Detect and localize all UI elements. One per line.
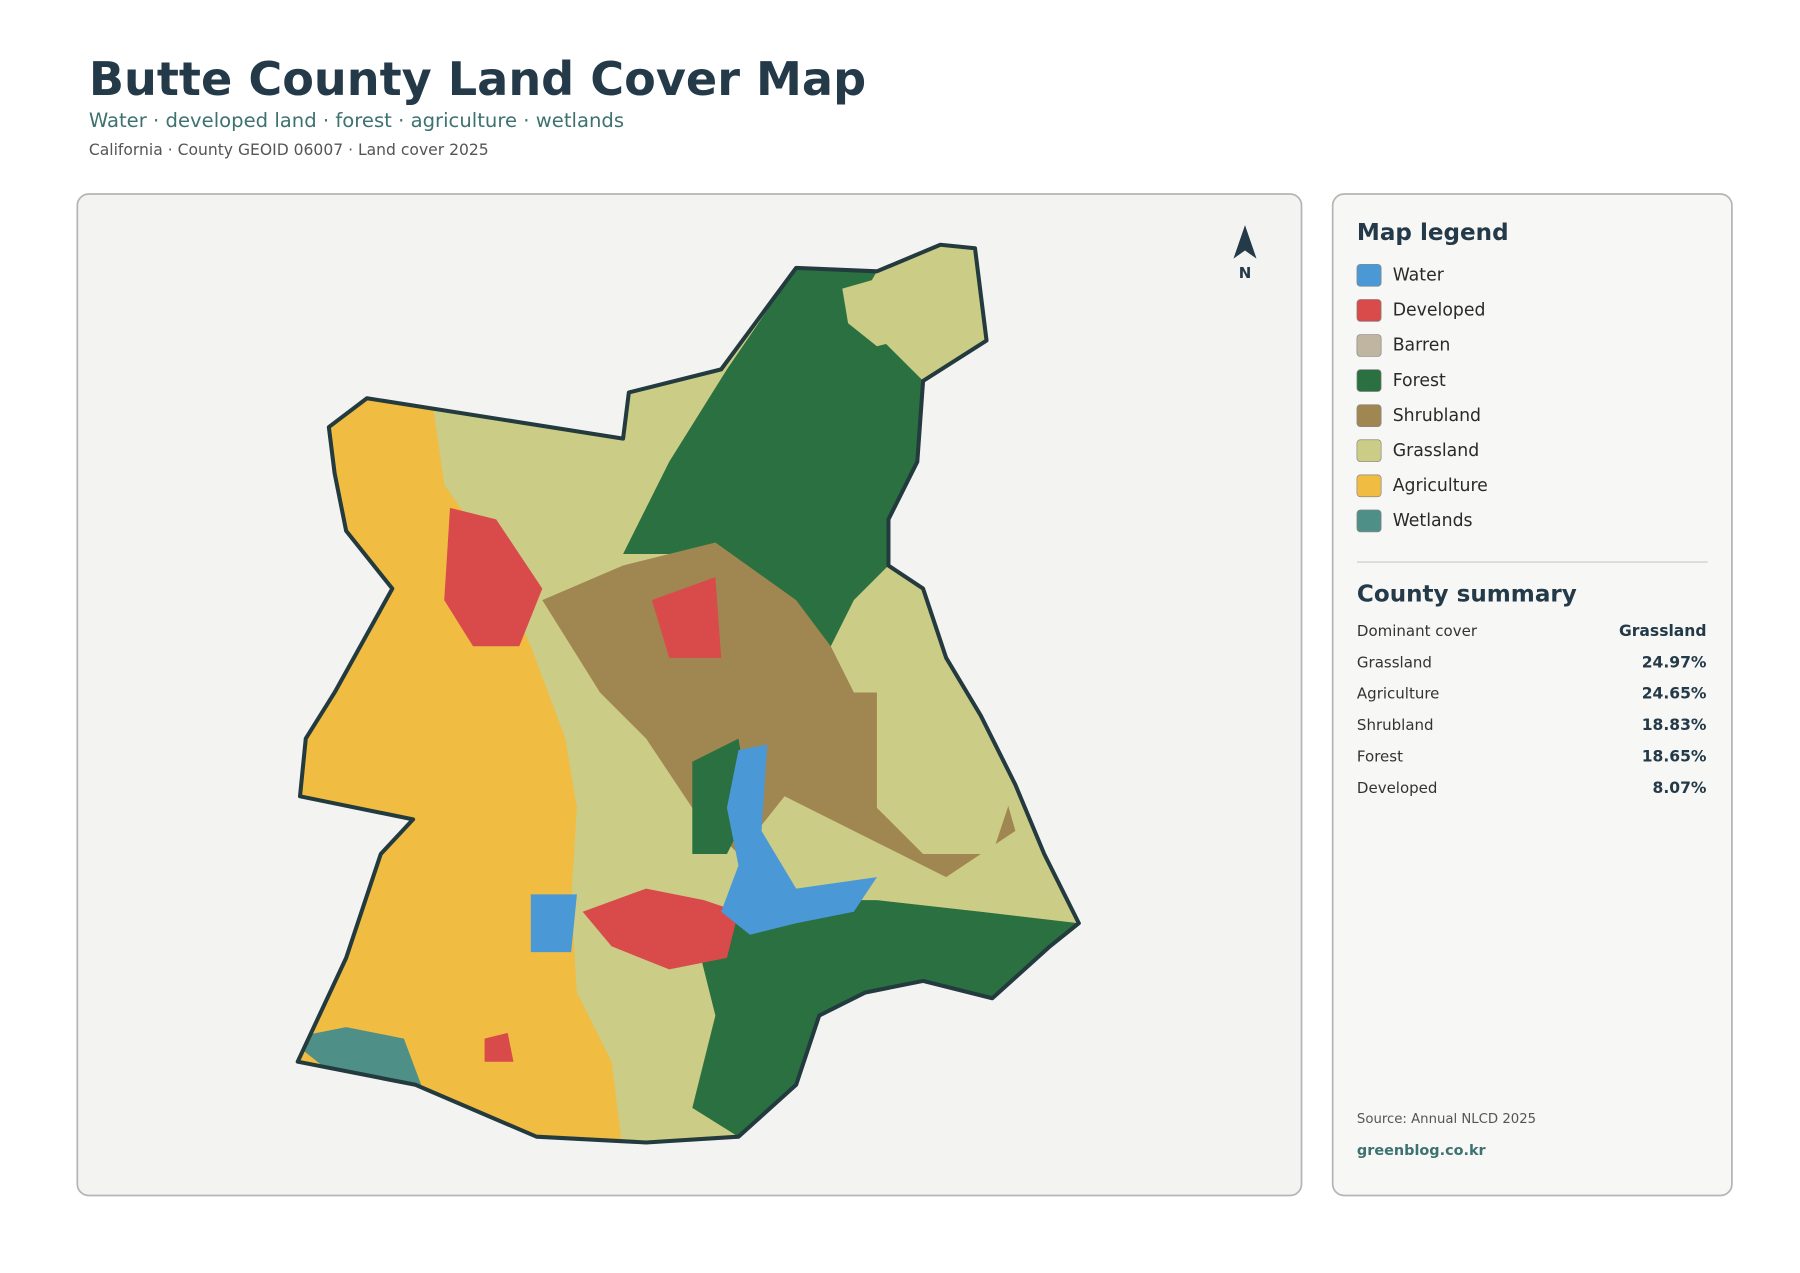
summary-rows: Dominant cover Grassland Grassland 24.97% Ag…: [1357, 622, 1707, 797]
legend-swatch: [1356, 439, 1382, 463]
legend-swatch: [1356, 369, 1382, 392]
summary-label: Dominant cover: [1357, 622, 1478, 640]
legend-label: Shrubland: [1393, 406, 1481, 426]
forest-south: [692, 900, 1079, 1137]
title: Butte County Land Cover Map: [89, 52, 866, 106]
oroville-developed: [582, 888, 739, 970]
legend-label: Water: [1393, 266, 1445, 286]
subtitle: Water · developed land · forest · agricu…: [89, 109, 624, 132]
legend-swatch: [1356, 474, 1382, 498]
legend-swatch: [1356, 404, 1382, 427]
summary-label: Shrubland: [1357, 716, 1434, 734]
legend-label: Forest: [1393, 371, 1446, 391]
summary-value: 18.65%: [1642, 747, 1707, 765]
paradise-developed: [651, 577, 722, 658]
summary-value: 24.97%: [1642, 653, 1707, 671]
grassland-north: [842, 265, 981, 347]
legend-title: Map legend: [1357, 220, 1509, 246]
county-outline: [295, 242, 1081, 1145]
legend-label: Grassland: [1393, 441, 1480, 461]
meta: California · County GEOID 06007 · Land c…: [89, 141, 489, 159]
credit: greenblog.co.kr: [1357, 1143, 1487, 1159]
legend-items: Water Developed Barren Forest Shrubland Grass…: [1356, 264, 1488, 533]
legend-label: Agriculture: [1393, 476, 1488, 496]
legend-swatch: [1356, 334, 1382, 357]
legend-label: Wetlands: [1393, 511, 1473, 531]
summary-value: 24.65%: [1642, 685, 1707, 703]
legend-swatch: [1356, 264, 1382, 287]
lake-oroville: [721, 744, 877, 935]
summary-label: Forest: [1357, 747, 1403, 765]
legend-label: Developed: [1393, 301, 1486, 321]
forest-area: [623, 267, 924, 693]
north-arrow: [1233, 225, 1257, 259]
legend-swatch: [1356, 299, 1382, 322]
north-label: N: [1239, 264, 1252, 282]
gridley-developed: [484, 1032, 514, 1062]
summary-value: 18.83%: [1642, 716, 1707, 734]
wetlands-area: [297, 1027, 422, 1085]
summary-label: Agriculture: [1357, 685, 1440, 703]
summary-label: Developed: [1357, 779, 1438, 797]
grassland-east: [876, 657, 1016, 854]
legend-panel: [1331, 193, 1733, 1197]
legend-label: Barren: [1393, 336, 1451, 356]
legend-swatch: [1356, 509, 1382, 533]
summary-value: 8.07%: [1653, 779, 1707, 797]
thermalito-water: [530, 894, 577, 953]
summary-label: Grassland: [1357, 653, 1432, 671]
summary-title: County summary: [1357, 581, 1577, 607]
summary-value: Grassland: [1619, 622, 1707, 640]
source: Source: Annual NLCD 2025: [1357, 1112, 1536, 1127]
chico-developed: [444, 507, 543, 647]
